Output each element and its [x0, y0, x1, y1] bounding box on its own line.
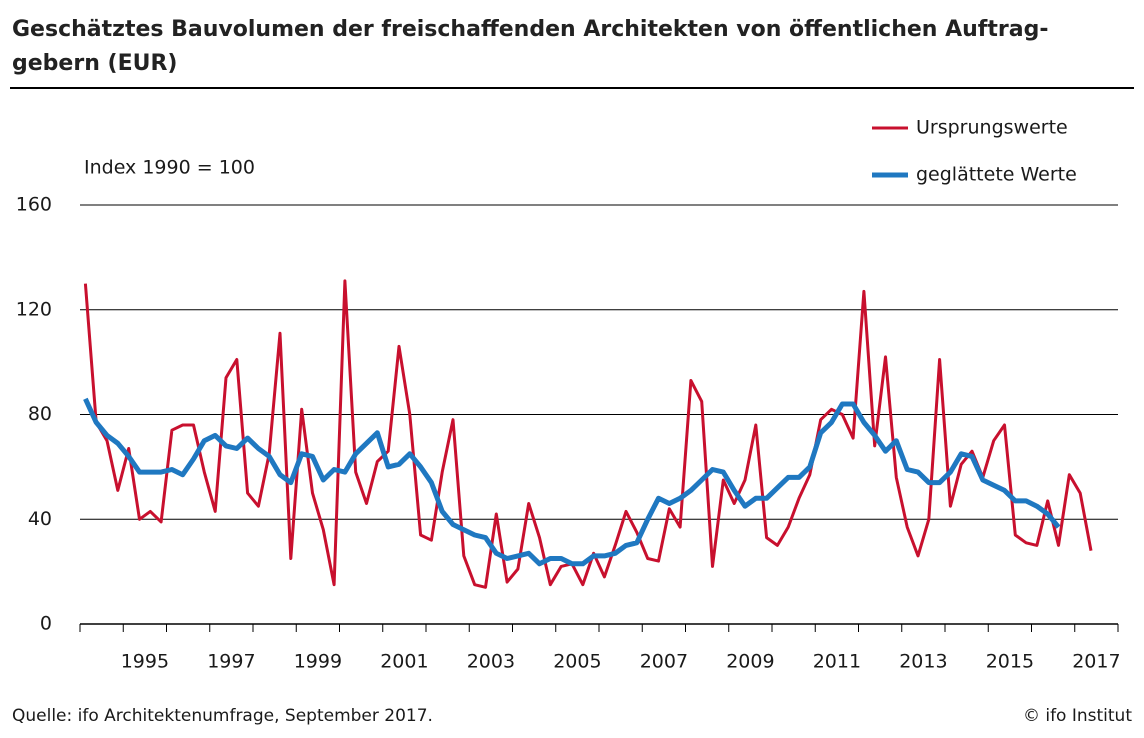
- x-tick-label: 2007: [640, 651, 688, 673]
- x-tick-label: 2013: [899, 651, 947, 673]
- annotation: Index 1990 = 100: [84, 157, 255, 179]
- x-tick-label: 2015: [986, 651, 1034, 673]
- y-tick-label: 80: [28, 403, 52, 425]
- x-tick-label: 2005: [553, 651, 601, 673]
- x-tick-label: 2017: [1072, 651, 1120, 673]
- legend-label: Ursprungswerte: [916, 117, 1068, 139]
- x-tick-label: 1997: [207, 651, 255, 673]
- x-tick-label: 2003: [467, 651, 515, 673]
- y-tick-label: 40: [28, 508, 52, 530]
- chart-title: gebern (EUR): [12, 51, 177, 76]
- source: Quelle: ifo Architektenumfrage, Septembe…: [12, 706, 433, 726]
- x-tick-label: 1999: [294, 651, 342, 673]
- data-line: [83, 397, 1061, 567]
- x-tick-label: 2009: [726, 651, 774, 673]
- credit: © ifo Institut: [1023, 706, 1132, 726]
- y-tick-label: 120: [16, 298, 52, 320]
- data-line: [83, 279, 1093, 589]
- x-tick-label: 1995: [121, 651, 169, 673]
- y-tick-label: 0: [40, 613, 52, 635]
- y-tick-label: 160: [16, 194, 52, 216]
- x-tick-label: 2001: [380, 651, 428, 673]
- legend-label: geglättete Werte: [916, 164, 1077, 186]
- chart-title: Geschätztes Bauvolumen der freischaffend…: [12, 17, 1048, 42]
- x-tick-label: 2011: [813, 651, 861, 673]
